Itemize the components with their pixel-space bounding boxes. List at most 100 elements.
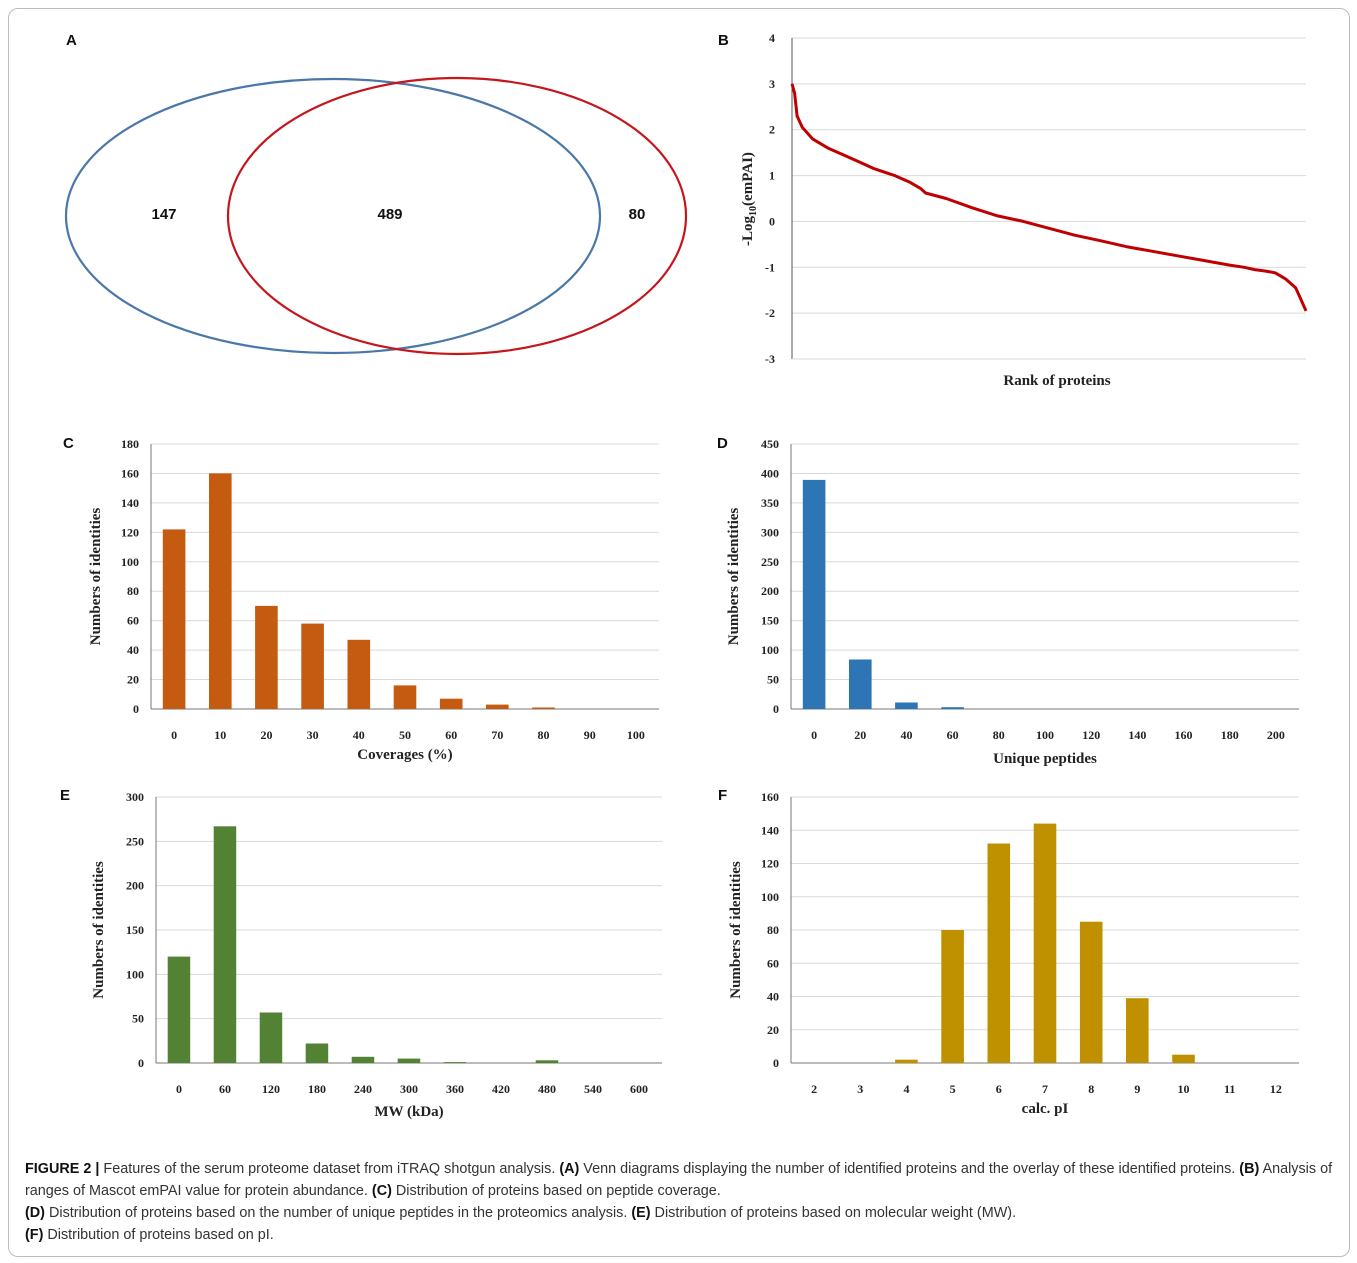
panel-e-y-tick-label: 0 — [138, 1056, 144, 1070]
panel-c-bar — [209, 473, 232, 709]
panel-e-bar — [259, 1012, 283, 1063]
panel-b-y-tick-label: 1 — [769, 169, 775, 183]
panel-c-x-tick-label: 80 — [538, 728, 550, 742]
panel-c-y-tick-label: 180 — [121, 437, 139, 451]
panel-d-x-tick-label: 40 — [901, 728, 913, 742]
panel-d: D 0 50 100 150 200 250 300 350 400 450 0 20 40 60 80 10… — [717, 435, 1299, 767]
panel-e-bar — [167, 956, 191, 1063]
panel-e-x-tick-label: 300 — [400, 1082, 418, 1096]
panel-e-x-tick-label: 420 — [492, 1082, 510, 1096]
panel-c-x-tick-label: 30 — [307, 728, 319, 742]
panel-b-y-tick-label: 4 — [769, 31, 775, 45]
panel-c: C 0 20 40 60 80 100 120 140 160 180 0 10 20 30 40 50 60 7… — [63, 435, 659, 763]
panel-c-x-tick-label: 90 — [584, 728, 596, 742]
panel-b-label: B — [718, 32, 729, 49]
panel-f-y-axis-label: Numbers of identities — [728, 861, 744, 999]
panel-c-bar — [393, 685, 417, 709]
panel-c-x-tick-label: 40 — [353, 728, 365, 742]
panel-f-y-tick-label: 120 — [761, 857, 779, 871]
panel-f-bar — [1033, 823, 1057, 1063]
panel-f-y-tick-label: 100 — [761, 890, 779, 904]
panel-f-x-tick-label: 6 — [996, 1082, 1002, 1096]
panel-e-y-tick-label: 150 — [126, 923, 144, 937]
panel-e-x-tick-label: 480 — [538, 1082, 556, 1096]
caption-figure-label: FIGURE 2 | — [25, 1161, 100, 1177]
panel-d-y-tick-label: 100 — [761, 643, 779, 657]
panel-e-bar — [397, 1058, 421, 1063]
panel-f-x-tick-label: 9 — [1134, 1082, 1140, 1096]
panel-d-bar — [802, 479, 826, 709]
panel-c-x-tick-label: 0 — [171, 728, 177, 742]
panel-c-x-tick-label: 60 — [445, 728, 457, 742]
panel-e-bar — [305, 1043, 329, 1063]
panel-f-y-tick-label: 140 — [761, 823, 779, 837]
caption-e-tag: (E) — [631, 1205, 651, 1221]
panel-d-x-tick-label: 20 — [854, 728, 866, 742]
panel-f-x-tick-label: 7 — [1042, 1082, 1048, 1096]
panel-b-y-tick-label: 0 — [769, 214, 775, 228]
panel-e-x-tick-label: 360 — [446, 1082, 464, 1096]
venn-left-ellipse — [64, 77, 602, 355]
panel-c-y-axis-label: Numbers of identities — [88, 508, 104, 646]
panel-b-y-ticks: 4 3 2 1 0 -1 -2 -3 — [765, 31, 775, 366]
panel-e-x-tick-label: 600 — [630, 1082, 648, 1096]
caption-f-text: Distribution of proteins based on pI. — [43, 1227, 274, 1243]
panel-f-x-tick-label: 8 — [1088, 1082, 1094, 1096]
panel-c-x-tick-label: 10 — [214, 728, 226, 742]
panel-d-y-tick-label: 400 — [761, 466, 779, 480]
panel-d-x-tick-label: 80 — [993, 728, 1005, 742]
panel-b-y-label-part: -Log — [740, 215, 756, 246]
caption-e-text: Distribution of proteins based on molecu… — [650, 1205, 1017, 1221]
panel-e-x-axis-label: MW (kDa) — [374, 1104, 443, 1120]
panel-e-x-tick-label: 240 — [354, 1082, 372, 1096]
panel-e-x-tick-label: 180 — [308, 1082, 326, 1096]
panel-e-bar — [213, 826, 237, 1063]
panel-f-x-tick-label: 5 — [950, 1082, 956, 1096]
panel-c-bar — [439, 698, 463, 709]
panel-e-y-tick-label: 50 — [132, 1012, 144, 1026]
panel-d-x-tick-label: 0 — [811, 728, 817, 742]
panel-d-bar — [849, 659, 872, 709]
venn-left-count: 147 — [151, 206, 176, 223]
panel-f-bar — [1079, 921, 1103, 1063]
panel-d-x-axis-label: Unique peptides — [993, 751, 1097, 767]
panel-d-x-tick-label: 160 — [1175, 728, 1193, 742]
panel-f-bar — [987, 843, 1011, 1063]
panel-d-label: D — [717, 435, 728, 452]
caption-d-tag: (D) — [25, 1205, 45, 1221]
panel-d-x-tick-label: 180 — [1221, 728, 1239, 742]
venn-right-ellipse — [226, 76, 688, 356]
panel-e-bar — [535, 1060, 559, 1063]
panel-c-y-tick-label: 160 — [121, 466, 139, 480]
panel-b-y-tick-label: -1 — [765, 260, 775, 274]
panel-c-y-tick-label: 40 — [127, 643, 139, 657]
panel-e-x-tick-label: 120 — [262, 1082, 280, 1096]
panel-e-x-tick-label: 60 — [219, 1082, 231, 1096]
panel-c-bar — [486, 704, 509, 709]
panel-e-y-tick-label: 250 — [126, 834, 144, 848]
panel-f-label: F — [718, 787, 727, 804]
panel-f-y-tick-label: 160 — [761, 790, 779, 804]
panel-d-y-tick-label: 450 — [761, 437, 779, 451]
panel-e-x-tick-label: 540 — [584, 1082, 602, 1096]
panel-a-label: A — [66, 32, 77, 49]
panel-d-x-tick-label: 100 — [1036, 728, 1054, 742]
panel-d-y-tick-label: 50 — [767, 673, 779, 687]
panel-d-y-tick-label: 350 — [761, 496, 779, 510]
panel-f: F 0 20 40 60 80 100 120 140 160 2 3 4 5 6 7 8 9 10 11 12 cal… — [718, 787, 1299, 1117]
panel-c-x-tick-label: 100 — [627, 728, 645, 742]
panel-c-x-tick-label: 50 — [399, 728, 411, 742]
panel-e: E 0 50 100 150 200 250 300 0 60 120 180 240 300 360 42… — [60, 787, 662, 1120]
panel-d-bar — [895, 702, 918, 709]
panel-e-x-tick-label: 0 — [176, 1082, 182, 1096]
panel-e-y-tick-label: 200 — [126, 879, 144, 893]
panel-e-y-tick-label: 100 — [126, 967, 144, 981]
panel-f-x-tick-label: 12 — [1270, 1082, 1282, 1096]
panel-c-x-tick-label: 20 — [261, 728, 273, 742]
panel-f-bar — [895, 1059, 918, 1063]
panel-f-x-tick-label: 10 — [1178, 1082, 1190, 1096]
caption-c-text: Distribution of proteins based on peptid… — [391, 1183, 721, 1199]
panel-c-bar — [301, 623, 324, 709]
panel-d-y-tick-label: 300 — [761, 525, 779, 539]
caption-b-tag: (B) — [1239, 1161, 1260, 1177]
